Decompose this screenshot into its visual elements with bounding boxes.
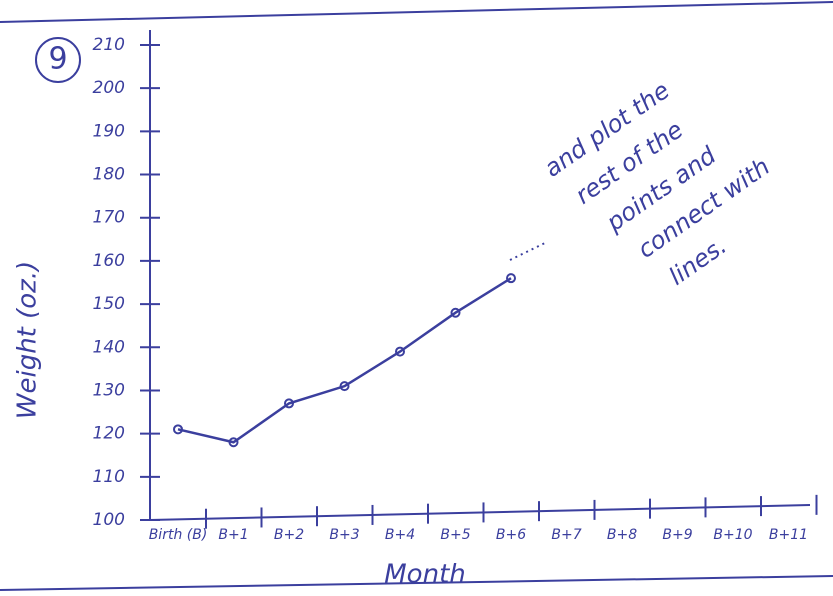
- x-tick-label: B+11: [769, 527, 808, 543]
- x-tick-label: B+6: [496, 527, 526, 543]
- x-tick-label: B+4: [385, 527, 415, 543]
- y-tick-label: 210: [93, 35, 125, 55]
- x-axis-title: Month: [384, 560, 466, 590]
- x-tick-label: B+9: [662, 527, 692, 543]
- x-tick-label: Birth (B): [149, 527, 208, 543]
- x-tick-label: B+1: [218, 527, 248, 543]
- x-tick-label: B+5: [440, 527, 470, 543]
- y-tick-label: 100: [93, 510, 125, 530]
- y-tick-label: 120: [93, 424, 125, 444]
- x-tick-label: B+8: [607, 527, 637, 543]
- y-tick-label: 130: [93, 380, 125, 400]
- x-tick-label: B+2: [274, 527, 304, 543]
- y-tick-label: 110: [93, 467, 125, 487]
- y-tick-label: 160: [93, 251, 125, 271]
- y-tick-label: 170: [93, 208, 125, 228]
- y-tick-label: 200: [93, 78, 125, 98]
- y-tick-label: 150: [93, 294, 125, 314]
- chart: 9 Weight (oz.) Month and plot therest of…: [0, 0, 833, 596]
- y-tick-label: 140: [93, 337, 125, 357]
- y-axis-title: Weight (oz.): [13, 261, 43, 419]
- paper-edge: [0, 2, 833, 22]
- x-tick-label: B+3: [329, 527, 359, 543]
- y-tick-label: 190: [93, 121, 125, 141]
- line: [178, 278, 511, 442]
- x-tick-label: B+10: [713, 527, 752, 543]
- continuation-dots: [510, 243, 545, 260]
- x-tick-label: B+7: [551, 527, 581, 543]
- x-axis: [150, 505, 810, 520]
- chart-label: 9: [48, 42, 67, 77]
- y-tick-label: 180: [93, 165, 125, 185]
